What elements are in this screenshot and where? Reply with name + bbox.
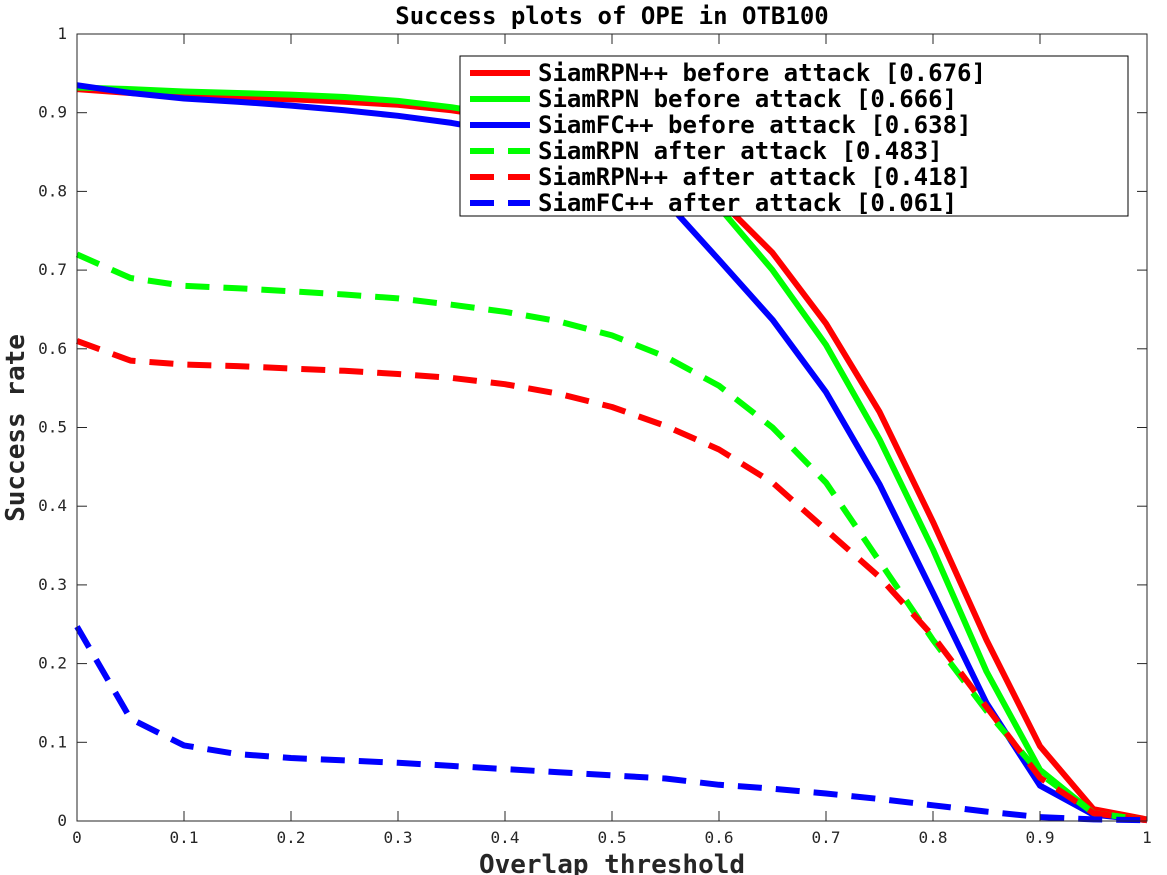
x-tick-label: 0.7 (812, 828, 841, 847)
x-axis-label: Overlap threshold (479, 850, 745, 875)
legend-entry-5: SiamRPN++ after attack [0.418] (538, 163, 971, 191)
series-line-4 (75, 251, 1148, 824)
legend-entry-4: SiamRPN after attack [0.483] (538, 137, 943, 165)
y-axis-label: Success rate (1, 334, 31, 522)
x-tick-label: 0.3 (384, 828, 413, 847)
y-tick-label: 0.5 (38, 418, 67, 437)
y-tick-label: 0 (57, 811, 67, 830)
x-tick-label: 0.9 (1026, 828, 1055, 847)
x-tick-label: 0 (72, 828, 82, 847)
x-tick-label: 1 (1142, 828, 1152, 847)
y-tick-label: 1 (57, 24, 67, 43)
x-tick-label: 0.4 (491, 828, 520, 847)
axis-ticks: 0 0.1 0.2 0.3 0.4 0.5 0.6 0.7 0.8 0.9 1 0 0.1 0.2 0.3 0… (38, 24, 1152, 847)
legend-entry-3: SiamFC++ before attack [0.638] (538, 111, 971, 139)
x-tick-label: 0.6 (705, 828, 734, 847)
legend-entry-6: SiamFC++ after attack [0.061] (538, 189, 957, 217)
legend: SiamRPN++ before attack [0.676]SiamRPN b… (459, 55, 1129, 217)
x-tick-label: 0.8 (919, 828, 948, 847)
y-tick-label: 0.1 (38, 732, 67, 751)
y-tick-label: 0.6 (38, 339, 67, 358)
y-tick-label: 0.3 (38, 575, 67, 594)
y-tick-label: 0.4 (38, 496, 67, 515)
y-tick-label: 0.9 (38, 103, 67, 122)
y-tick-label: 0.2 (38, 654, 67, 673)
series-line-6 (74, 625, 1148, 824)
y-tick-label: 0.8 (38, 181, 67, 200)
chart-title: Success plots of OPE in OTB100 (395, 2, 828, 30)
x-tick-label: 0.2 (277, 828, 306, 847)
y-tick-label: 0.7 (38, 260, 67, 279)
legend-entry-1: SiamRPN++ before attack [0.676] (538, 59, 986, 87)
series-line-5 (75, 338, 1148, 824)
x-tick-label: 0.1 (170, 828, 199, 847)
x-tick-label: 0.5 (598, 828, 627, 847)
legend-box (459, 55, 1129, 217)
legend-entry-2: SiamRPN before attack [0.666] (538, 85, 957, 113)
